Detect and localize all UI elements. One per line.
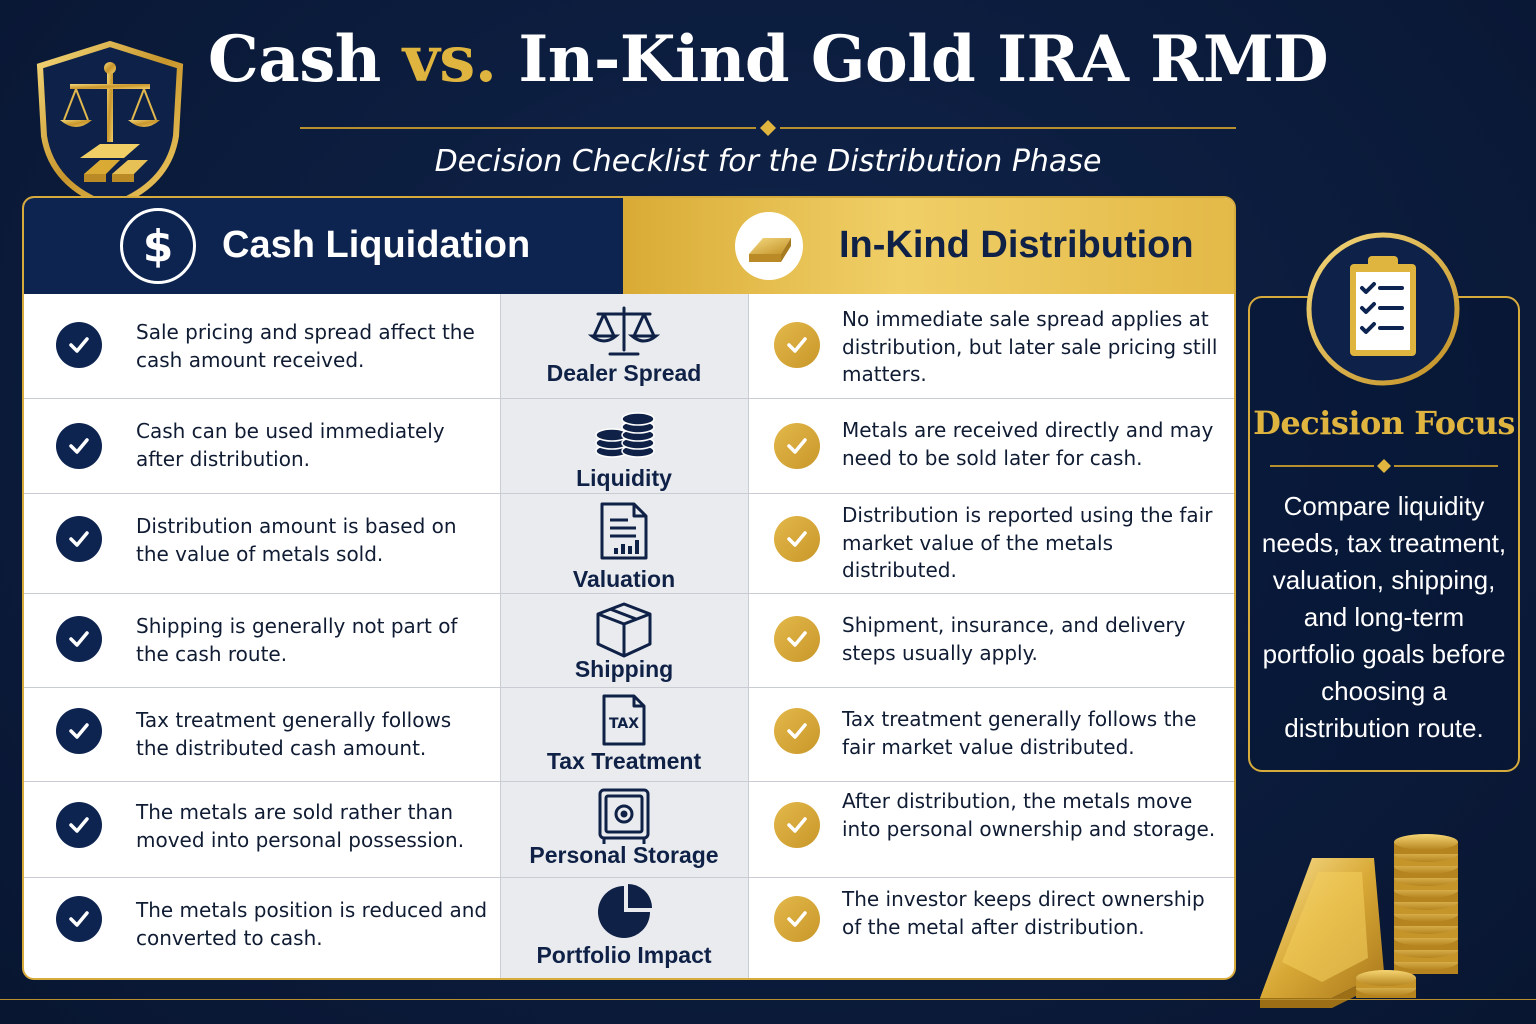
topic-label: Portfolio Impact — [536, 942, 712, 968]
box-icon — [596, 602, 652, 658]
dollar-icon: $ — [120, 208, 196, 284]
check-icon — [774, 896, 820, 942]
title-vs: vs. — [402, 22, 498, 97]
check-icon — [774, 802, 820, 848]
pie-chart-icon — [598, 884, 652, 938]
footer-divider — [0, 999, 1536, 1000]
safe-icon — [598, 788, 650, 844]
cash-cell: Distribution amount is based on the valu… — [136, 514, 457, 566]
topic-label: Personal Storage — [529, 842, 719, 868]
in-kind-cell: Metals are received directly and may nee… — [842, 418, 1214, 470]
topic-label: Dealer Spread — [546, 360, 702, 386]
table-row: Tax treatment generally follows the dist… — [24, 687, 1234, 781]
focus-divider — [1270, 459, 1498, 473]
in-kind-cell: Tax treatment generally follows the fair… — [842, 707, 1197, 759]
column-divider — [500, 294, 501, 978]
gold-bar-icon — [735, 212, 803, 280]
table-row: Distribution amount is based on the valu… — [24, 493, 1234, 593]
check-icon — [56, 708, 102, 754]
check-icon — [56, 802, 102, 848]
cash-cell: Tax treatment generally follows the dist… — [136, 708, 452, 760]
cash-cell: The metals are sold rather than moved in… — [136, 800, 465, 852]
table-row: The metals are sold rather than moved in… — [24, 781, 1234, 877]
check-icon — [774, 423, 820, 469]
title-part2: In-Kind Gold IRA RMD — [496, 22, 1329, 97]
topic-label: Liquidity — [576, 465, 672, 491]
check-icon — [774, 322, 820, 368]
gold-bars-coins-illustration — [1260, 834, 1458, 1008]
check-icon — [774, 616, 820, 662]
table-row: Shipping is generally not part of the ca… — [24, 593, 1234, 687]
table-row: Cash can be used immediately after distr… — [24, 398, 1234, 493]
decision-focus-text: Compare liquidity needs, tax treatment, … — [1261, 491, 1507, 743]
cash-cell: Cash can be used immediately after distr… — [136, 419, 445, 471]
cash-cell: Shipping is generally not part of the ca… — [136, 614, 458, 666]
check-icon — [56, 516, 102, 562]
table-row: The metals position is reduced and conve… — [24, 877, 1234, 978]
decision-focus-title: Decision Focus — [1253, 404, 1515, 442]
in-kind-cell: After distribution, the metals move into… — [842, 789, 1216, 841]
topic-label: Valuation — [572, 566, 676, 592]
shield-scales-logo — [36, 40, 184, 210]
table-row: Sale pricing and spread affect the cash … — [24, 294, 1234, 398]
cash-cell: The metals position is reduced and conve… — [136, 898, 488, 950]
clipboard-checklist-icon — [1306, 232, 1460, 386]
tax-document-icon: TAX — [602, 694, 646, 746]
scales-icon — [588, 306, 660, 356]
title-part1: Cash — [207, 22, 403, 97]
check-icon — [774, 708, 820, 754]
page-title: Cash vs. In-Kind Gold IRA RMD — [200, 22, 1336, 97]
check-icon — [774, 516, 820, 562]
check-icon — [56, 423, 102, 469]
in-kind-cell: The investor keeps direct ownership of t… — [842, 887, 1205, 939]
topic-label: Tax Treatment — [546, 748, 702, 774]
cash-cell: Sale pricing and spread affect the cash … — [136, 320, 475, 372]
comparison-table: $ Cash Liquidation In-Kind Distribution … — [22, 196, 1236, 980]
cash-column-header: $ Cash Liquidation — [24, 198, 623, 294]
in-kind-column-header: In-Kind Distribution — [623, 198, 1234, 294]
check-icon — [56, 896, 102, 942]
check-icon — [56, 616, 102, 662]
title-divider — [300, 120, 1236, 136]
cash-column-title: Cash Liquidation — [222, 224, 531, 266]
page-subtitle: Decision Checklist for the Distribution … — [434, 144, 1102, 179]
in-kind-cell: Shipment, insurance, and delivery steps … — [842, 613, 1186, 665]
check-icon — [56, 322, 102, 368]
in-kind-column-title: In-Kind Distribution — [839, 224, 1194, 266]
document-chart-icon — [600, 502, 648, 560]
topic-label: Shipping — [574, 656, 674, 682]
in-kind-cell: No immediate sale spread applies at dist… — [842, 307, 1218, 386]
column-divider — [748, 294, 749, 978]
coin-stack-icon — [595, 412, 655, 458]
tax-icon-text: TAX — [609, 716, 639, 732]
in-kind-cell: Distribution is reported using the fair … — [842, 503, 1213, 582]
